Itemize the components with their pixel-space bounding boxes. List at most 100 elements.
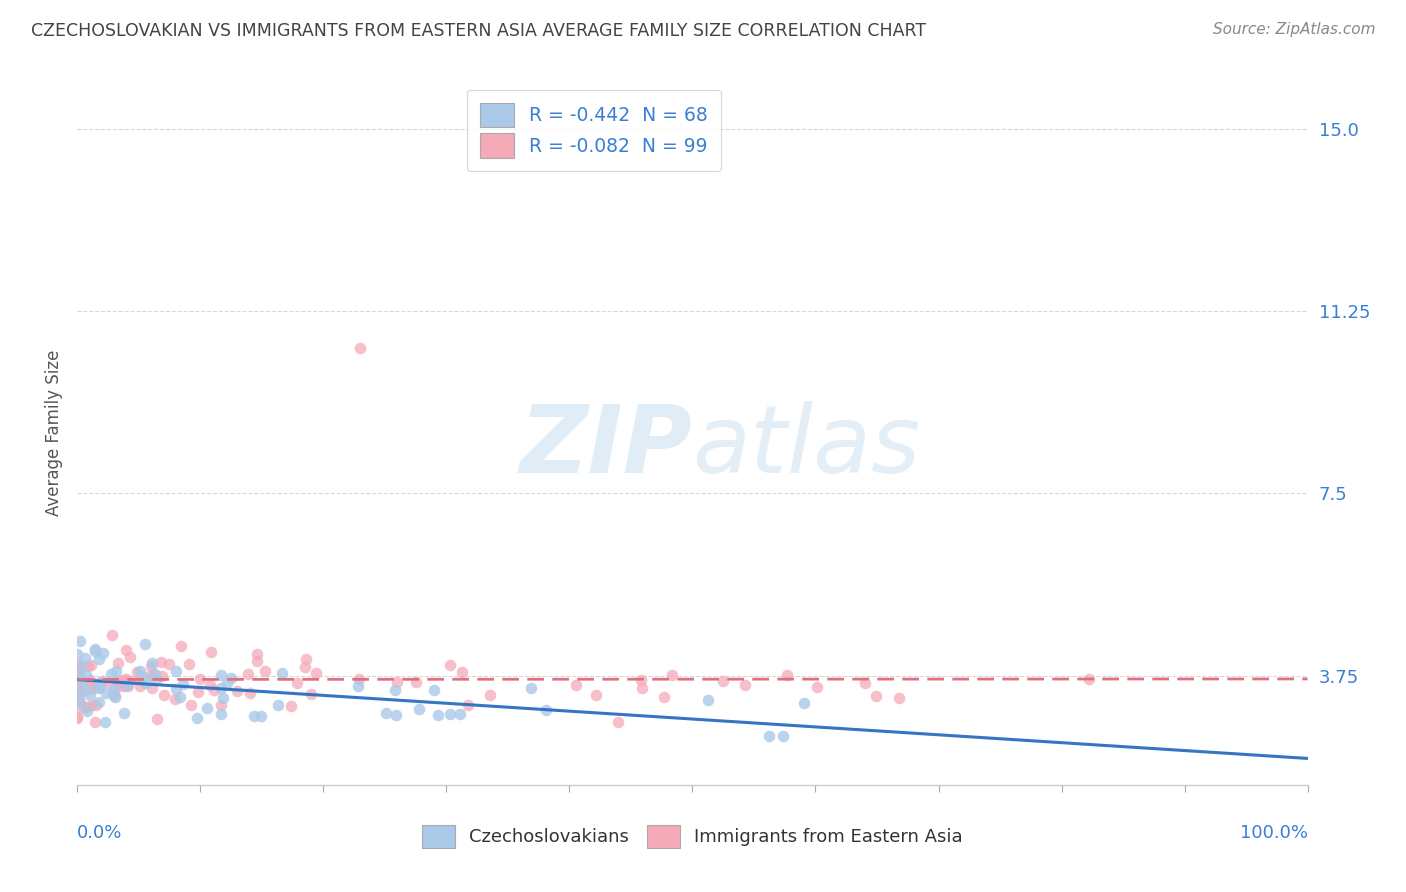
Point — [853, 675, 876, 690]
Point — [219, 672, 242, 686]
Point — [209, 681, 232, 695]
Point — [66, 647, 89, 661]
Point — [66, 683, 89, 698]
Point — [267, 698, 290, 712]
Point — [405, 674, 427, 689]
Point — [103, 682, 125, 697]
Point — [69, 633, 91, 648]
Point — [80, 676, 103, 690]
Point — [217, 676, 239, 690]
Point — [87, 676, 110, 690]
Point — [142, 668, 165, 682]
Point — [202, 682, 225, 697]
Point — [128, 679, 150, 693]
Point — [70, 674, 93, 689]
Point — [84, 644, 107, 658]
Point — [165, 681, 187, 696]
Point — [285, 676, 308, 690]
Point — [793, 696, 815, 710]
Point — [67, 673, 90, 687]
Point — [80, 658, 103, 673]
Point — [585, 688, 607, 702]
Point — [172, 677, 194, 691]
Point — [141, 657, 163, 671]
Point — [84, 680, 107, 694]
Point — [209, 667, 232, 681]
Point — [170, 640, 193, 654]
Point — [87, 695, 110, 709]
Point — [89, 651, 111, 665]
Point — [131, 670, 153, 684]
Point — [305, 665, 328, 680]
Point — [67, 659, 90, 673]
Point — [661, 667, 683, 681]
Point — [134, 637, 156, 651]
Point — [125, 665, 148, 680]
Point — [145, 673, 167, 688]
Point — [117, 680, 139, 694]
Point — [384, 683, 406, 698]
Point — [374, 706, 396, 720]
Point — [479, 688, 502, 702]
Point — [652, 690, 675, 704]
Point — [66, 692, 89, 706]
Point — [91, 646, 114, 660]
Point — [67, 670, 90, 684]
Point — [347, 672, 370, 686]
Point — [79, 688, 101, 702]
Point — [67, 691, 90, 706]
Point — [806, 680, 828, 694]
Point — [243, 709, 266, 723]
Point — [169, 690, 191, 704]
Point — [347, 680, 370, 694]
Point — [254, 664, 277, 678]
Point — [439, 706, 461, 721]
Point — [245, 654, 267, 668]
Point — [149, 655, 172, 669]
Point — [115, 642, 138, 657]
Point — [152, 688, 174, 702]
Point — [115, 672, 138, 686]
Point — [239, 686, 262, 700]
Text: 100.0%: 100.0% — [1240, 824, 1308, 842]
Point — [631, 681, 654, 695]
Point — [100, 628, 122, 642]
Point — [75, 699, 97, 714]
Point — [115, 678, 138, 692]
Point — [128, 672, 150, 686]
Text: Source: ZipAtlas.com: Source: ZipAtlas.com — [1212, 22, 1375, 37]
Point — [141, 681, 163, 695]
Point — [67, 664, 90, 678]
Point — [80, 682, 103, 697]
Point — [70, 699, 93, 714]
Point — [209, 706, 232, 721]
Point — [209, 698, 232, 712]
Point — [236, 666, 259, 681]
Point — [385, 708, 408, 723]
Point — [188, 672, 211, 686]
Point — [67, 664, 90, 678]
Point — [108, 673, 131, 688]
Point — [107, 656, 129, 670]
Point — [103, 689, 125, 703]
Point — [772, 730, 794, 744]
Point — [565, 677, 588, 691]
Point — [112, 673, 135, 687]
Point — [697, 693, 720, 707]
Point — [198, 678, 221, 692]
Text: 0.0%: 0.0% — [77, 824, 122, 842]
Point — [450, 665, 472, 679]
Point — [141, 659, 163, 673]
Point — [118, 650, 141, 665]
Point — [179, 657, 201, 671]
Point — [150, 669, 173, 683]
Point — [135, 676, 157, 690]
Point — [66, 711, 89, 725]
Point — [84, 698, 107, 713]
Point — [84, 714, 107, 729]
Point — [299, 688, 322, 702]
Point — [66, 663, 89, 677]
Point — [225, 684, 247, 698]
Point — [83, 680, 105, 694]
Point — [112, 706, 135, 720]
